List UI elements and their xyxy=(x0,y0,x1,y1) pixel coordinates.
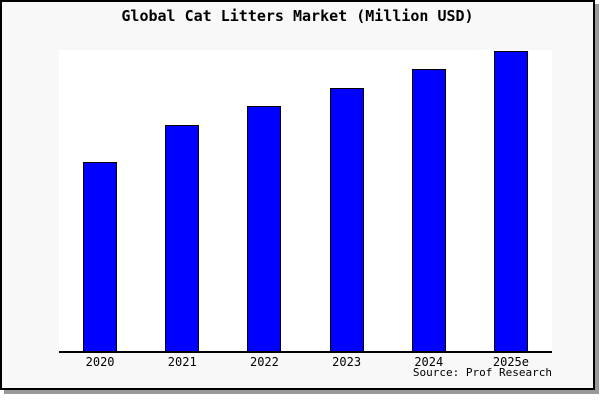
x-tick-label-2025e: 2025e xyxy=(492,355,529,369)
x-tick-label-2020: 2020 xyxy=(85,355,115,369)
bar-2023 xyxy=(329,88,364,351)
x-tick-label-2024: 2024 xyxy=(414,355,444,369)
source-credit: Source: Prof Research xyxy=(412,366,552,379)
bar-slot xyxy=(59,50,141,351)
bar-slot xyxy=(388,50,470,351)
bar-2024 xyxy=(411,68,446,351)
bar-2022 xyxy=(247,105,282,351)
bar-2025e xyxy=(493,50,528,351)
x-tick-label-2023: 2023 xyxy=(332,355,362,369)
bar-slot xyxy=(306,50,388,351)
x-tick-label-2021: 2021 xyxy=(167,355,197,369)
bar-slot xyxy=(141,50,223,351)
x-tick-label-2022: 2022 xyxy=(249,355,279,369)
bar-2020 xyxy=(83,161,118,351)
bar-slot xyxy=(223,50,305,351)
bar-2021 xyxy=(165,124,200,351)
bar-slot xyxy=(470,50,552,351)
chart-title: Global Cat Litters Market (Million USD) xyxy=(121,7,474,25)
chart-frame: Global Cat Litters Market (Million USD) … xyxy=(0,0,595,390)
x-axis-labels: 2020 2021 2022 2023 2024 2025e xyxy=(59,355,552,369)
plot-area xyxy=(59,50,552,351)
x-axis-line xyxy=(59,351,552,353)
